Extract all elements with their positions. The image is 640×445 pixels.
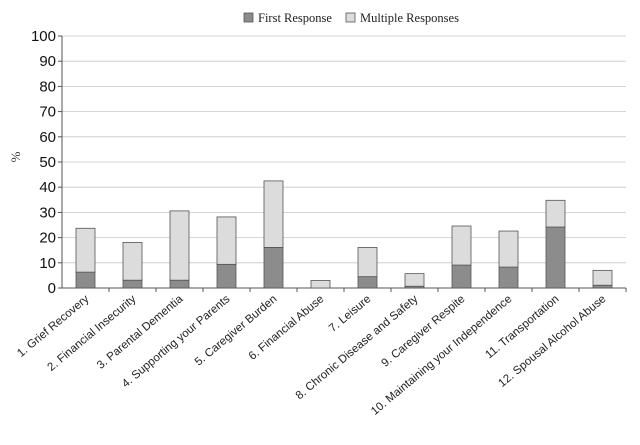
bars: [75, 180, 627, 292]
y-tick-label: 40: [39, 179, 56, 196]
x-tick-label: 9. Caregiver Respite: [379, 293, 467, 370]
bar-first-response: [169, 279, 190, 289]
legend-swatch-first-response: [243, 12, 254, 23]
bar-multiple-responses: [169, 210, 190, 281]
bar-first-response: [122, 279, 143, 289]
y-tick-label: 80: [39, 78, 56, 95]
bar-multiple-responses: [545, 199, 566, 228]
x-tick-label: 7. Leisure: [327, 293, 373, 335]
bar-multiple-responses: [310, 280, 331, 289]
y-tick-label: 70: [39, 104, 56, 121]
x-tick-label: 3. Parental Dementia: [95, 293, 186, 372]
bar-multiple-responses: [451, 225, 472, 266]
bar-multiple-responses: [404, 273, 425, 287]
y-tick-label: 90: [39, 53, 56, 70]
x-tick-label: 5. Caregiver Burden: [193, 293, 280, 368]
bar-multiple-responses: [263, 180, 284, 248]
bar-first-response: [545, 226, 566, 289]
bar-multiple-responses: [498, 230, 519, 268]
bar-first-response: [263, 247, 284, 289]
bar-first-response: [357, 276, 378, 289]
y-axis-label: %: [8, 151, 23, 162]
y-tick-label: 30: [39, 204, 56, 221]
bar-multiple-responses: [216, 216, 237, 265]
gridlines: [58, 35, 626, 289]
bar-multiple-responses: [122, 241, 143, 281]
y-tick-label: 100: [31, 28, 56, 45]
bar-first-response: [216, 263, 237, 289]
bar-first-response: [592, 284, 613, 289]
x-tick-label: 2. Financial Insecurity: [46, 293, 139, 374]
y-tick-label: 20: [39, 230, 56, 247]
bar-first-response: [498, 266, 519, 289]
legend-swatch-multiple-responses: [345, 12, 356, 23]
bar-multiple-responses: [75, 227, 96, 273]
bar-first-response: [75, 271, 96, 289]
legend: First Response Multiple Responses: [243, 11, 459, 25]
y-tick-labels: 0 10 20 30 40 50 60 70 80 90 100: [31, 28, 56, 297]
legend-label-multiple-responses: Multiple Responses: [360, 11, 459, 25]
bar-multiple-responses: [592, 269, 613, 286]
bar-multiple-responses: [357, 247, 378, 278]
y-tick-label: 0: [48, 280, 56, 297]
legend-label-first-response: First Response: [258, 11, 332, 25]
y-tick-label: 10: [39, 255, 56, 272]
y-tick-label: 50: [39, 154, 56, 171]
y-tick-label: 60: [39, 129, 56, 146]
bar-first-response: [451, 264, 472, 289]
